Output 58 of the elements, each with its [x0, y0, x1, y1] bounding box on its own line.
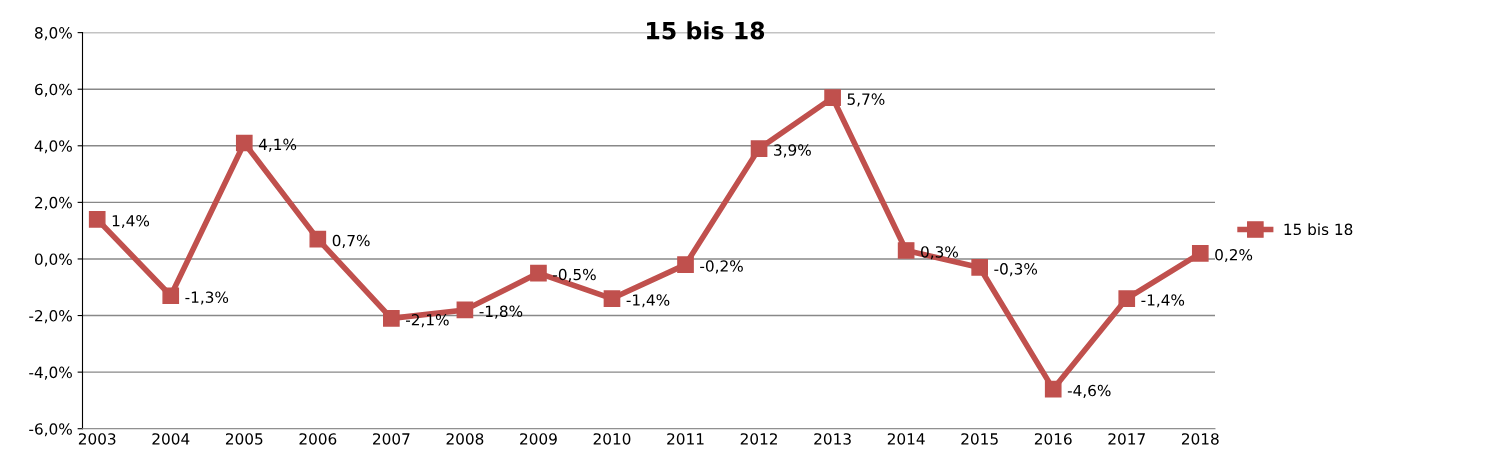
x-tick-label: 2008	[446, 433, 484, 445]
x-tick-label: 2004	[152, 433, 190, 445]
x-tick-label: 2005	[225, 433, 263, 445]
legend-label: 15 bis 18	[1284, 223, 1353, 236]
data-label: 0,2%	[1215, 248, 1253, 263]
data-label: 4,1%	[258, 138, 297, 152]
data-label: 3,9%	[774, 144, 811, 158]
x-tick-label: 2013	[814, 433, 851, 445]
y-tick-label: 0,0%	[34, 253, 72, 267]
y-tick-label: 2,0%	[35, 196, 72, 210]
chart-title: 15 bis 18	[647, 21, 765, 40]
point	[1191, 244, 1209, 262]
y-tick-label: 6,0%	[35, 83, 72, 97]
data-label: 1,4%	[112, 215, 150, 229]
x-tick-label: 2016	[1034, 433, 1072, 445]
point	[88, 211, 106, 228]
data-label: 5,7%	[847, 93, 885, 107]
x-tick-label: 2015	[961, 433, 998, 445]
data-label: -0,3%	[994, 263, 1038, 277]
data-label: -4,6%	[1067, 384, 1111, 398]
point	[309, 230, 327, 248]
point	[1044, 380, 1062, 398]
x-tick-label: 2018	[1181, 433, 1219, 445]
point	[456, 301, 474, 319]
point	[1118, 290, 1136, 307]
data-label: -1,8%	[479, 305, 523, 319]
y-tick-label: -6,0%	[29, 423, 72, 437]
data-label: -1,4%	[1141, 294, 1185, 308]
data-label: -0,2%	[700, 260, 743, 274]
y-tick-label: 8,0%	[35, 27, 72, 41]
x-tick-label: 2010	[593, 433, 631, 445]
point	[824, 89, 841, 107]
x-tick-label: 2003	[78, 433, 116, 445]
point	[677, 256, 694, 273]
point	[383, 310, 400, 327]
point	[235, 134, 253, 152]
point	[603, 290, 621, 307]
point	[530, 264, 547, 282]
data-label: -0,5%	[553, 268, 596, 282]
data-label: 0,7%	[332, 234, 370, 248]
x-tick-label: 2011	[667, 433, 704, 445]
y-tick-label: 4,0%	[34, 140, 72, 154]
point	[750, 140, 768, 157]
x-tick-label: 2017	[1108, 433, 1145, 445]
x-tick-label: 2012	[740, 433, 777, 445]
point	[971, 259, 989, 276]
y-tick-label: -4,0%	[29, 366, 72, 380]
data-label: 0,3%	[921, 246, 958, 260]
point	[162, 287, 180, 305]
x-tick-label: 2014	[887, 433, 925, 445]
data-label: -2,1%	[406, 314, 449, 328]
data-label: -1,4%	[626, 294, 670, 308]
x-tick-label: 2006	[299, 433, 337, 445]
x-tick-label: 2009	[520, 433, 557, 445]
y-tick-label: -2,0%	[29, 310, 72, 324]
data-label: -1,3%	[185, 291, 229, 305]
point	[897, 242, 915, 259]
x-tick-label: 2007	[373, 433, 410, 445]
